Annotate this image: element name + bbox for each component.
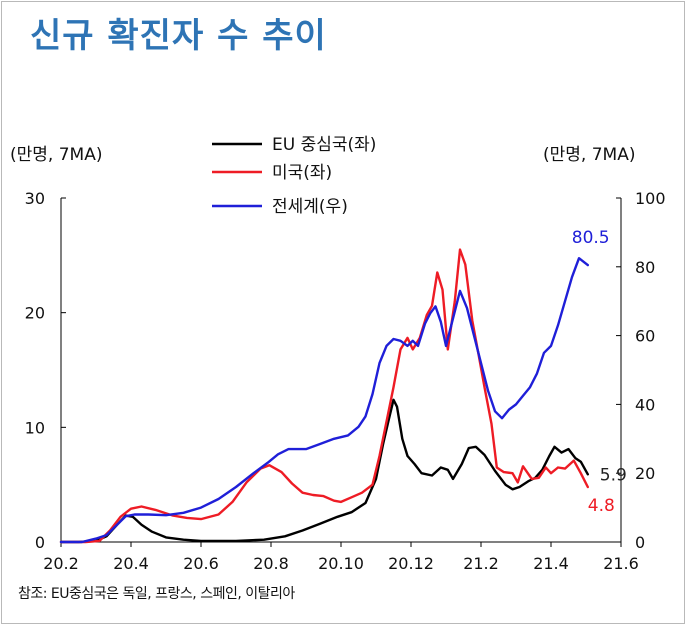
source-note: 참조: EU중심국은 독일, 프랑스, 스페인, 이탈리아	[18, 586, 295, 602]
right-tick-label: 40	[635, 395, 655, 414]
axes-layer: 0 10 20 30 0 20 40 60 80 100 20.2 20.4 20.6 20.8 20.10…	[25, 189, 666, 573]
right-tick-label: 80	[635, 258, 655, 277]
x-tick-label: 20.6	[183, 554, 219, 573]
left-tick-label: 30	[25, 189, 45, 208]
series-line-0	[59, 398, 589, 544]
legend-label-2: 전세계(우)	[272, 197, 348, 217]
left-tick-label: 0	[35, 533, 45, 552]
right-tick-label: 100	[635, 189, 666, 208]
left-axis-unit-label: (만명, 7MA)	[10, 145, 103, 165]
right-tick-label: 0	[635, 533, 645, 552]
x-tick-label: 20.10	[318, 554, 364, 573]
x-tick-label: 21.2	[463, 554, 499, 573]
end-value-label-1: 4.8	[588, 496, 615, 516]
end-value-label-2: 80.5	[572, 228, 610, 248]
x-tick-label: 20.8	[253, 554, 289, 573]
legend: EU 중심국(좌) 미국(좌) 전세계(우)	[212, 135, 376, 217]
end-value-label-0: 5.9	[600, 465, 627, 485]
x-tick-label: 21.6	[603, 554, 639, 573]
series-line-1	[59, 248, 589, 544]
series-layer	[59, 248, 589, 544]
series-line-2	[59, 257, 589, 544]
left-tick-label: 10	[25, 418, 45, 437]
x-tick-label: 20.12	[388, 554, 434, 573]
x-tick-label: 21.4	[533, 554, 569, 573]
chart-title: 신규 확진자 수 추이	[30, 16, 327, 56]
right-tick-label: 20	[635, 464, 655, 483]
right-axis-unit-label: (만명, 7MA)	[543, 145, 636, 165]
x-tick-label: 20.4	[113, 554, 149, 573]
right-tick-label: 60	[635, 327, 655, 346]
left-tick-label: 20	[25, 304, 45, 323]
x-tick-label: 20.2	[43, 554, 79, 573]
legend-label-0: EU 중심국(좌)	[272, 135, 376, 155]
end-labels: 5.9 4.8 80.5	[572, 228, 627, 516]
legend-label-1: 미국(좌)	[272, 163, 332, 183]
